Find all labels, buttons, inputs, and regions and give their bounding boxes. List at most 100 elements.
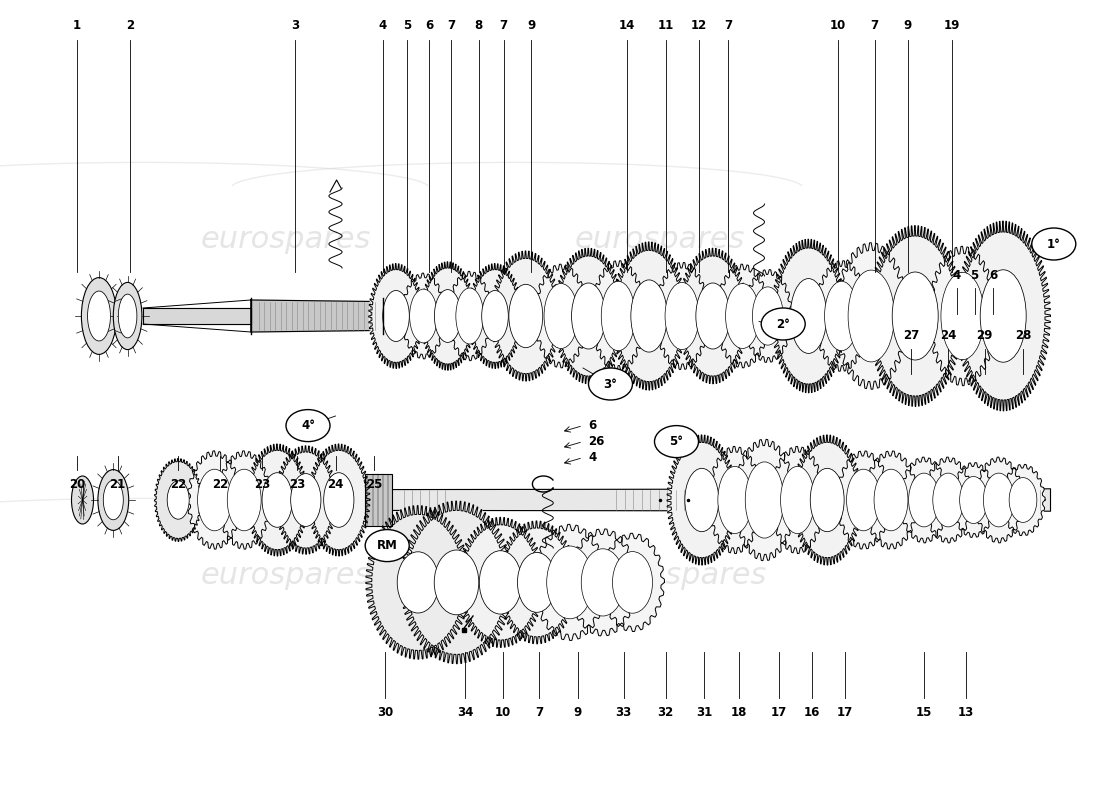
Ellipse shape <box>752 287 783 345</box>
Ellipse shape <box>771 239 846 393</box>
Text: 16: 16 <box>804 706 820 718</box>
Ellipse shape <box>900 457 948 543</box>
Ellipse shape <box>1009 478 1037 522</box>
Ellipse shape <box>448 271 492 361</box>
Text: 6: 6 <box>989 269 998 282</box>
Bar <box>365 474 392 526</box>
Ellipse shape <box>707 446 762 554</box>
Ellipse shape <box>811 468 844 532</box>
Ellipse shape <box>666 282 698 350</box>
Ellipse shape <box>814 261 869 371</box>
Ellipse shape <box>366 506 470 659</box>
Ellipse shape <box>72 476 94 524</box>
Text: 7: 7 <box>870 19 879 32</box>
Text: 21: 21 <box>110 478 125 491</box>
Ellipse shape <box>480 550 521 614</box>
Ellipse shape <box>792 435 862 565</box>
Text: 28: 28 <box>1015 330 1031 342</box>
Ellipse shape <box>836 451 891 549</box>
Ellipse shape <box>517 553 557 612</box>
Ellipse shape <box>631 280 667 352</box>
Polygon shape <box>251 300 383 332</box>
Text: 7: 7 <box>499 19 508 32</box>
Ellipse shape <box>726 283 759 349</box>
Ellipse shape <box>397 552 439 613</box>
Ellipse shape <box>434 290 461 342</box>
Ellipse shape <box>909 473 939 527</box>
Text: 10: 10 <box>495 706 510 718</box>
Ellipse shape <box>933 473 964 527</box>
Ellipse shape <box>217 451 272 549</box>
Ellipse shape <box>1001 464 1045 536</box>
Ellipse shape <box>532 524 607 641</box>
Ellipse shape <box>601 534 664 631</box>
Ellipse shape <box>534 264 588 368</box>
Ellipse shape <box>685 468 718 532</box>
Text: 33: 33 <box>616 706 631 718</box>
Text: 13: 13 <box>958 706 974 718</box>
Ellipse shape <box>864 451 918 549</box>
Text: 24: 24 <box>940 330 956 342</box>
Text: 23: 23 <box>254 478 270 491</box>
Text: 20: 20 <box>69 478 85 491</box>
Text: 34: 34 <box>458 706 473 718</box>
Ellipse shape <box>602 282 635 350</box>
Text: eurospares: eurospares <box>201 226 371 254</box>
Ellipse shape <box>455 288 484 344</box>
Ellipse shape <box>983 473 1014 527</box>
Polygon shape <box>383 308 1045 324</box>
Ellipse shape <box>262 473 293 527</box>
Ellipse shape <box>228 469 261 531</box>
Text: 29: 29 <box>977 330 992 342</box>
Text: 11: 11 <box>658 19 673 32</box>
Ellipse shape <box>198 469 231 531</box>
Text: 19: 19 <box>944 19 959 32</box>
Ellipse shape <box>928 246 997 386</box>
Text: eurospares: eurospares <box>575 226 745 254</box>
Ellipse shape <box>167 481 189 519</box>
Ellipse shape <box>468 263 522 369</box>
Ellipse shape <box>572 283 605 349</box>
Text: 22: 22 <box>170 478 186 491</box>
Text: 1°: 1° <box>1047 238 1060 250</box>
Text: eurospares: eurospares <box>201 562 371 590</box>
Ellipse shape <box>98 470 129 530</box>
Ellipse shape <box>275 446 337 554</box>
Ellipse shape <box>290 474 321 526</box>
Text: 14: 14 <box>619 19 635 32</box>
Text: 2°: 2° <box>777 318 790 330</box>
Ellipse shape <box>744 270 792 362</box>
Ellipse shape <box>113 282 142 350</box>
Text: 4°: 4° <box>301 419 315 432</box>
Polygon shape <box>143 308 251 324</box>
Ellipse shape <box>952 462 996 538</box>
Ellipse shape <box>491 251 561 381</box>
Ellipse shape <box>368 263 424 369</box>
Text: 4: 4 <box>588 451 596 464</box>
Ellipse shape <box>612 242 686 390</box>
Text: 10: 10 <box>830 19 846 32</box>
Ellipse shape <box>892 272 938 360</box>
Ellipse shape <box>569 529 637 636</box>
Text: 17: 17 <box>771 706 786 718</box>
Text: 9: 9 <box>903 19 912 32</box>
Ellipse shape <box>509 284 542 348</box>
Text: 7: 7 <box>724 19 733 32</box>
Ellipse shape <box>591 261 646 371</box>
Ellipse shape <box>581 549 625 616</box>
Text: 18: 18 <box>732 706 747 718</box>
Ellipse shape <box>980 270 1026 362</box>
Ellipse shape <box>323 473 354 527</box>
Ellipse shape <box>383 290 409 342</box>
Text: 5: 5 <box>403 19 411 32</box>
Ellipse shape <box>553 248 624 384</box>
Text: 23: 23 <box>289 478 305 491</box>
Ellipse shape <box>400 501 513 664</box>
Ellipse shape <box>868 226 962 406</box>
Ellipse shape <box>975 457 1023 543</box>
Text: 25: 25 <box>366 478 382 491</box>
Ellipse shape <box>718 466 751 534</box>
Text: 4: 4 <box>378 19 387 32</box>
Ellipse shape <box>956 221 1050 411</box>
Text: 22: 22 <box>212 478 228 491</box>
